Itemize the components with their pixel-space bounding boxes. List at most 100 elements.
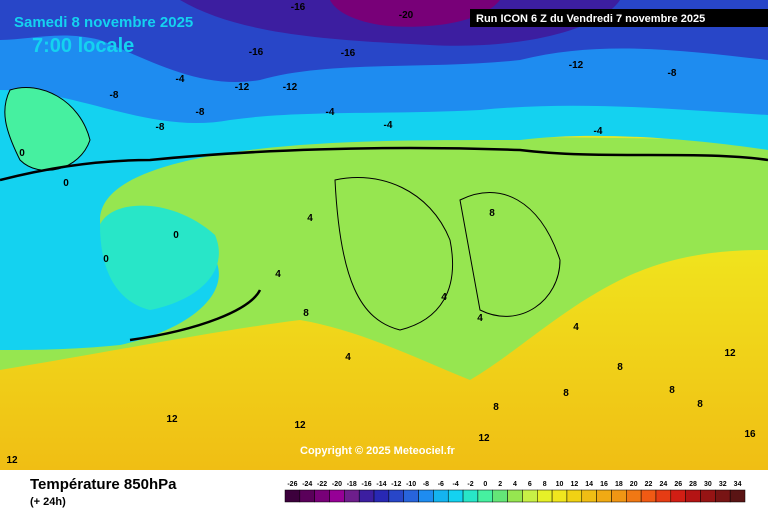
contour-label: 0	[103, 254, 109, 265]
contour-label: -16	[249, 47, 264, 58]
legend-swatch	[477, 489, 493, 503]
run-banner	[470, 9, 768, 27]
legend-swatch	[329, 489, 345, 503]
contour-label: 4	[307, 213, 313, 224]
legend-label: -14	[376, 481, 386, 488]
legend-label: 14	[585, 481, 593, 488]
legend-swatch	[492, 489, 508, 503]
contour-label: 4	[275, 269, 281, 280]
legend-swatch	[433, 489, 449, 503]
legend-swatch	[373, 489, 390, 503]
legend-swatch	[358, 489, 375, 503]
legend-swatch	[462, 489, 479, 503]
contour-label: 8	[563, 388, 569, 399]
legend-label: 2	[498, 481, 502, 488]
contour-label: 12	[724, 348, 736, 359]
contour-label: -12	[235, 82, 250, 93]
contour-label: 8	[493, 402, 499, 413]
legend-label: 30	[704, 481, 712, 488]
legend-swatch	[314, 489, 330, 503]
legend-label: 10	[556, 481, 564, 488]
contour-label: -12	[283, 82, 298, 93]
legend-label: 16	[600, 481, 608, 488]
legend-swatch	[611, 489, 627, 503]
contour-label: 4	[477, 313, 483, 324]
legend-label: 12	[570, 481, 578, 488]
copyright: Copyright © 2025 Meteociel.fr	[300, 445, 456, 457]
legend-swatch	[581, 489, 597, 503]
legend-swatch	[344, 489, 360, 503]
contour-label: 12	[6, 455, 18, 466]
legend-swatch	[284, 489, 301, 503]
coastlines	[334, 177, 561, 331]
run-text: Run ICON 6 Z du Vendredi 7 novembre 2025	[476, 13, 705, 25]
legend-swatch	[403, 489, 419, 503]
legend-swatch	[551, 489, 568, 503]
zone-green	[0, 130, 768, 380]
legend-swatch	[715, 489, 731, 503]
contour-label: -8	[668, 68, 677, 79]
legend-label: -6	[438, 481, 444, 488]
legend-swatch	[626, 489, 642, 503]
legend-label: 18	[615, 481, 623, 488]
legend-label: 24	[659, 481, 667, 488]
legend-swatch	[670, 489, 686, 503]
contour-label: -8	[196, 107, 205, 118]
legend-label: 34	[734, 481, 742, 488]
footer-title: Température 850hPa	[30, 476, 177, 493]
legend-swatch	[507, 489, 523, 503]
legend-label: -22	[317, 481, 327, 488]
zone-teal	[100, 205, 219, 310]
legend-label: 28	[689, 481, 697, 488]
zero-isotherm	[0, 146, 768, 342]
contour-label: 8	[697, 399, 703, 410]
contour-label: 12	[478, 433, 490, 444]
contour-label: 12	[294, 420, 306, 431]
legend-label: 0	[483, 481, 487, 488]
contour-label: -4	[176, 74, 185, 85]
contour-label: 0	[63, 178, 69, 189]
contour-label: 8	[669, 385, 675, 396]
legend-label: 4	[513, 481, 517, 488]
legend-swatch	[537, 489, 553, 503]
contour-label: -16	[341, 48, 356, 59]
contour-label: 8	[489, 208, 495, 219]
legend-label: 26	[674, 481, 682, 488]
contour-label: -4	[594, 126, 603, 137]
legend-swatch	[418, 489, 434, 503]
contour-label: 4	[441, 292, 447, 303]
color-legend: -26 -24 -22 -20 -18 -16 -14 -12 -10 -8 -6 -4 -2 0 2 4 6 8…	[284, 481, 746, 503]
legend-label: -20	[332, 481, 342, 488]
legend-swatch	[655, 489, 672, 503]
contour-label: 8	[617, 362, 623, 373]
contour-label: -16	[291, 2, 306, 13]
legend-label: 20	[630, 481, 638, 488]
contour-label: -4	[384, 120, 393, 131]
legend-label: -4	[453, 481, 459, 488]
contour-label: 0	[173, 230, 179, 241]
legend-swatch	[596, 489, 612, 503]
legend-label: -26	[287, 481, 297, 488]
legend-label: -10	[406, 481, 416, 488]
legend-swatch	[566, 489, 583, 503]
contour-label: -4	[326, 107, 335, 118]
legend-label: -16	[362, 481, 372, 488]
legend-swatch	[447, 489, 464, 503]
legend-swatch	[729, 489, 746, 503]
legend-swatch	[640, 489, 657, 503]
legend-swatch	[700, 489, 716, 503]
contour-label: 8	[303, 308, 309, 319]
legend-label: -24	[302, 481, 312, 488]
contour-label: -8	[110, 90, 119, 101]
legend-label: -2	[467, 481, 473, 488]
legend-swatch	[299, 489, 315, 503]
contour-labels: -16 -20 -16 -16 -12 -12 -8 -8 -4 -4 -4 0 0 0 0 4 4 4 4 4 4 8 8…	[6, 2, 756, 466]
legend-label: 22	[645, 481, 653, 488]
legend-label: -12	[391, 481, 401, 488]
contour-label: -8	[156, 122, 165, 133]
contour-label: 4	[573, 322, 579, 333]
legend-label: 32	[719, 481, 727, 488]
contour-label: 12	[166, 414, 178, 425]
legend-label: -8	[423, 481, 429, 488]
